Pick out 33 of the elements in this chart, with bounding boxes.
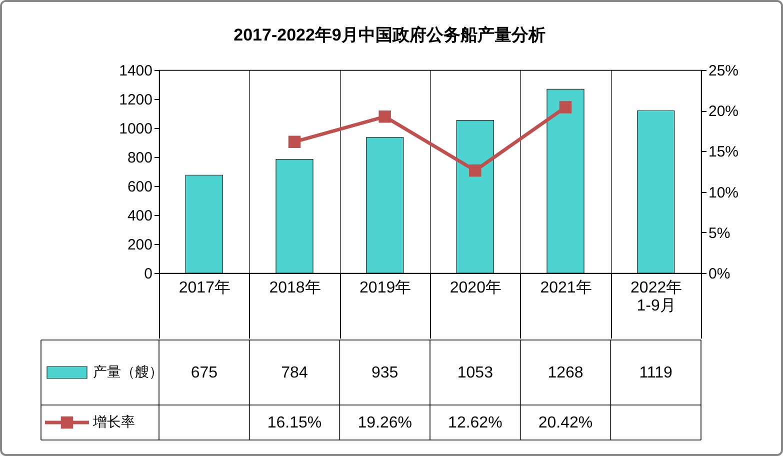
data-label: 1053 [457,364,494,382]
data-label: 20.42% [538,414,593,432]
legend-label: 增长率 [92,414,135,430]
y-tick-label: 400 [127,208,152,224]
y2-tick-label: 15% [708,144,739,161]
data-label: 12.62% [448,414,502,432]
x-tick-label: 2020年 [450,280,502,296]
y-tick-label: 800 [127,150,152,166]
y-tick-label: 1000 [119,120,152,138]
y2-tick-label: 0% [708,266,730,282]
x-tick-label: 2018年 [269,280,321,296]
y-tick-label: 1400 [119,62,152,80]
y-tick-label: 200 [127,236,152,254]
data-label: 935 [371,364,398,382]
y2-tick-label: 5% [708,224,730,242]
data-label: 16.15% [267,414,322,432]
x-tick-label: 2019年 [360,280,412,296]
y-tick-label: 1200 [119,92,152,108]
x-tick-label: 2022年 1-9月 [630,280,682,314]
y-tick-label: 600 [127,178,152,196]
y2-tick-label: 10% [708,184,739,202]
chart-title: 2017-2022年9月中国政府公务船产量分析 [234,26,546,45]
data-label: 1119 [639,364,673,382]
y2-tick-label: 25% [708,62,739,80]
y2-tick-label: 20% [708,103,739,120]
data-label: 19.26% [358,414,412,432]
data-label: 1268 [548,364,584,382]
data-label: 675 [190,364,218,382]
x-tick-label: 2017年 [178,280,230,296]
data-label: 784 [281,364,308,382]
legend-label: 产量（艘） [93,364,163,380]
x-tick-label: 2021年 [540,280,592,296]
y-tick-label: 0 [144,266,152,282]
